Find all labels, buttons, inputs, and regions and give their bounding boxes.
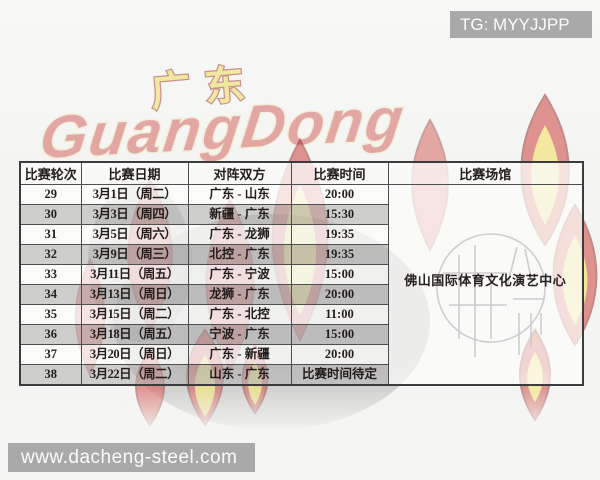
telegram-watermark: TG: MYYJJPP [450, 11, 592, 38]
table-row: 35 3月15日（周二） 广东 - 北控 11:00 [19, 304, 583, 325]
date-cell: 3月5日（周六） [80, 224, 189, 245]
col-header-date: 比赛日期 [80, 161, 189, 185]
matchup-cell: 广东 - 新疆 [187, 344, 292, 365]
table-row: 29 3月1日（周二） 广东 - 山东 20:00 [19, 184, 584, 386]
venue-cell: 佛山国际体育文化演艺中心 [387, 184, 584, 386]
time-cell: 20:00 [290, 344, 389, 365]
date-cell: 3月22日（周二） [80, 364, 189, 386]
time-cell: 20:00 [290, 184, 389, 205]
round-cell: 31 [19, 224, 82, 245]
svg-text:广东: 广东 [149, 62, 260, 115]
date-cell: 3月9日（周三） [80, 244, 189, 265]
time-cell: 19:35 [290, 244, 389, 265]
date-cell: 3月11日（周五） [80, 264, 189, 285]
site-url-watermark: www.dacheng-steel.com [8, 443, 255, 472]
matchup-cell: 广东 - 山东 [187, 184, 292, 205]
date-cell: 3月18日（周五） [80, 324, 189, 345]
seal-watermark-icon [435, 233, 546, 357]
table-row: 33 3月11日（周五） 广东 - 宁波 15:00 [19, 264, 583, 285]
venue-label: 佛山国际体育文化演艺中心 [404, 273, 567, 288]
venue-cell-inner: 佛山国际体育文化演艺中心 [389, 185, 582, 384]
svg-text:GuangDong: GuangDong [36, 85, 408, 171]
date-cell: 3月3日（周四） [80, 204, 189, 225]
time-cell: 15:00 [290, 264, 389, 285]
time-cell: 11:00 [290, 304, 389, 325]
date-cell: 3月1日（周二） [80, 184, 189, 205]
matchup-cell: 山东 - 广东 [187, 364, 292, 386]
matchup-cell: 广东 - 龙狮 [187, 224, 292, 245]
round-cell: 32 [19, 244, 82, 265]
matchup-cell: 广东 - 北控 [187, 304, 292, 325]
col-header-venue: 比赛场馆 [387, 161, 584, 185]
matchup-cell: 北控 - 广东 [187, 244, 292, 265]
table-row: 38 3月22日（周二） 山东 - 广东 比赛时间待定 [19, 364, 583, 386]
table-row: 32 3月9日（周三） 北控 - 广东 19:35 [19, 244, 583, 265]
round-cell: 29 [19, 184, 82, 205]
date-cell: 3月13日（周日） [80, 284, 189, 305]
round-cell: 35 [19, 304, 82, 325]
time-cell: 20:00 [290, 284, 389, 305]
matchup-cell: 广东 - 宁波 [187, 264, 292, 285]
round-cell: 33 [19, 264, 82, 285]
col-header-round: 比赛轮次 [19, 161, 82, 185]
time-cell: 比赛时间待定 [290, 364, 389, 386]
table-row: 37 3月20日（周日） 广东 - 新疆 20:00 [19, 344, 583, 365]
date-cell: 3月20日（周日） [80, 344, 189, 365]
matchup-cell: 新疆 - 广东 [187, 204, 292, 225]
round-cell: 34 [19, 284, 82, 305]
table-row: 30 3月3日（周四） 新疆 - 广东 15:30 [19, 204, 583, 225]
round-cell: 30 [19, 204, 82, 225]
round-cell: 37 [19, 344, 82, 365]
schedule-table: 比赛轮次 比赛日期 对阵双方 比赛时间 比赛场馆 29 3月1日（周二） 广东 … [19, 161, 584, 386]
logo-cn-text: 广东 [148, 60, 262, 116]
round-cell: 36 [19, 324, 82, 345]
time-cell: 15:00 [290, 324, 389, 345]
round-cell: 38 [19, 364, 82, 386]
table-header-row: 比赛轮次 比赛日期 对阵双方 比赛时间 比赛场馆 [19, 161, 584, 185]
date-cell: 3月15日（周二） [80, 304, 189, 325]
matchup-cell: 龙狮 - 广东 [187, 284, 292, 305]
col-header-matchup: 对阵双方 [187, 161, 292, 185]
logo-en-text: GuangDong [35, 83, 410, 172]
time-cell: 19:35 [290, 224, 389, 245]
time-cell: 15:30 [290, 204, 389, 225]
table-row: 31 3月5日（周六） 广东 - 龙狮 19:35 [19, 224, 583, 245]
col-header-time: 比赛时间 [290, 161, 389, 185]
matchup-cell: 宁波 - 广东 [187, 324, 292, 345]
